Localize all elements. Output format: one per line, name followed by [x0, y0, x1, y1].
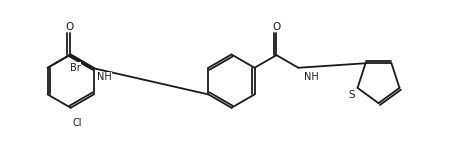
- Text: O: O: [65, 22, 74, 32]
- Text: NH: NH: [304, 72, 319, 82]
- Text: Cl: Cl: [73, 118, 82, 128]
- Text: O: O: [272, 22, 281, 32]
- Text: S: S: [349, 90, 355, 100]
- Text: NH: NH: [97, 72, 112, 82]
- Text: Br: Br: [70, 63, 81, 73]
